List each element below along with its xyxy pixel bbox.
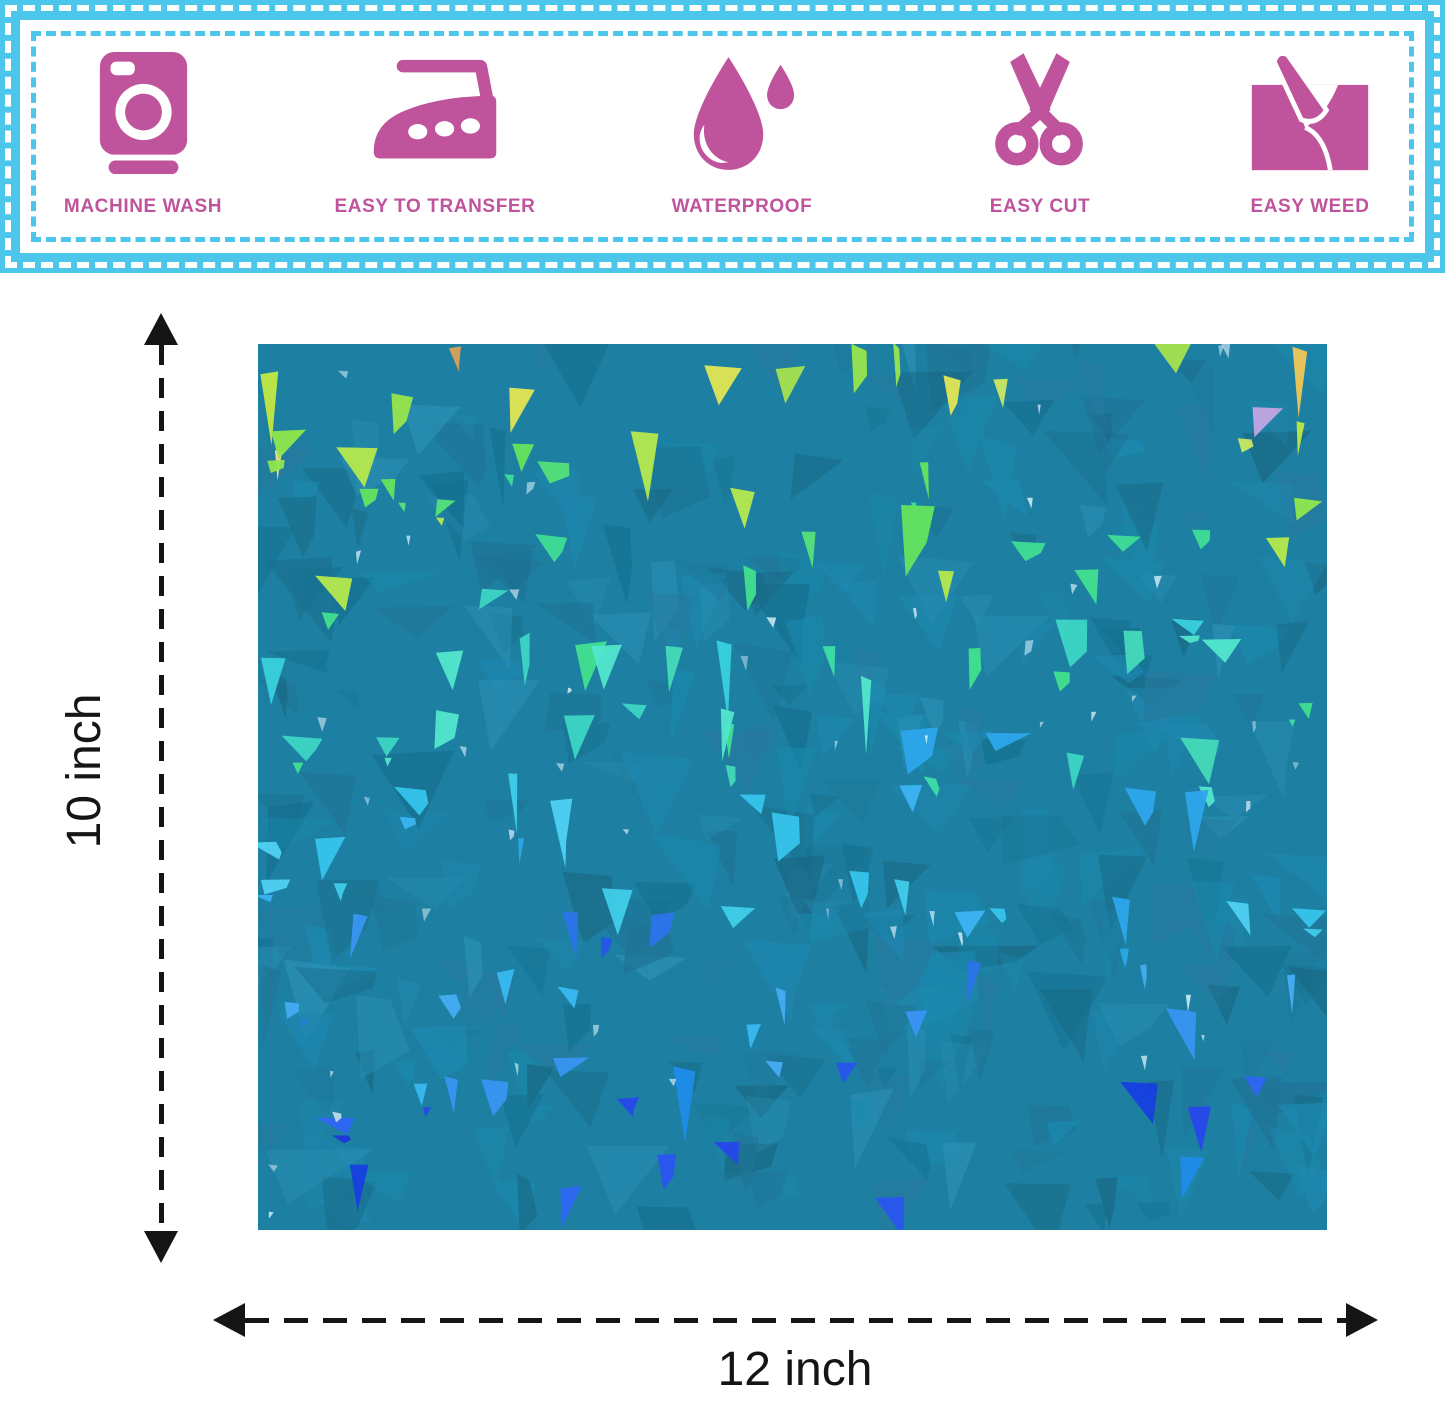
- scissors-icon: [995, 53, 1083, 166]
- feature-label: EASY CUT: [989, 196, 1091, 217]
- feature-waterproof: WATERPROOF: [612, 46, 872, 218]
- holographic-pattern: [258, 344, 1327, 1230]
- feature-easy-cut: EASY CUT: [910, 46, 1170, 218]
- feature-easy-weed: EASY WEED: [1180, 46, 1440, 218]
- vertical-dashed-line: [158, 345, 164, 1231]
- water-drop-icon: [693, 57, 795, 170]
- width-label: 12 inch: [717, 1343, 873, 1396]
- arrow-right-icon: [1346, 1303, 1378, 1337]
- water-drop-icon-box: [688, 46, 796, 180]
- feature-easy-transfer: EASY TO TRANSFER: [305, 46, 565, 218]
- peel-vinyl-icon-box: [1247, 46, 1373, 180]
- vinyl-sheet: [258, 344, 1327, 1230]
- feature-machine-wash: MACHINE WASH: [13, 46, 273, 218]
- arrow-up-icon: [144, 313, 178, 345]
- arrow-down-icon: [144, 1231, 178, 1263]
- feature-label: MACHINE WASH: [63, 196, 223, 217]
- iron-icon: [373, 59, 497, 158]
- washing-machine-icon: [99, 51, 187, 175]
- peel-vinyl-icon: [1251, 51, 1369, 171]
- feature-label: WATERPROOF: [671, 196, 813, 217]
- height-dimension-arrow: [143, 313, 179, 1263]
- horizontal-dashed-line: [245, 1317, 1346, 1323]
- feature-label: EASY TO TRANSFER: [334, 196, 536, 217]
- scissors-icon-box: [987, 46, 1093, 180]
- features-banner: MACHINE WASH EASY TO TRANSFER: [0, 0, 1445, 273]
- feature-label: EASY WEED: [1250, 196, 1370, 217]
- height-label: 10 inch: [58, 693, 111, 849]
- width-dimension-arrow: [213, 1303, 1378, 1337]
- iron-icon-box: [368, 46, 502, 180]
- washing-machine-icon-box: [95, 46, 192, 180]
- arrow-left-icon: [213, 1303, 245, 1337]
